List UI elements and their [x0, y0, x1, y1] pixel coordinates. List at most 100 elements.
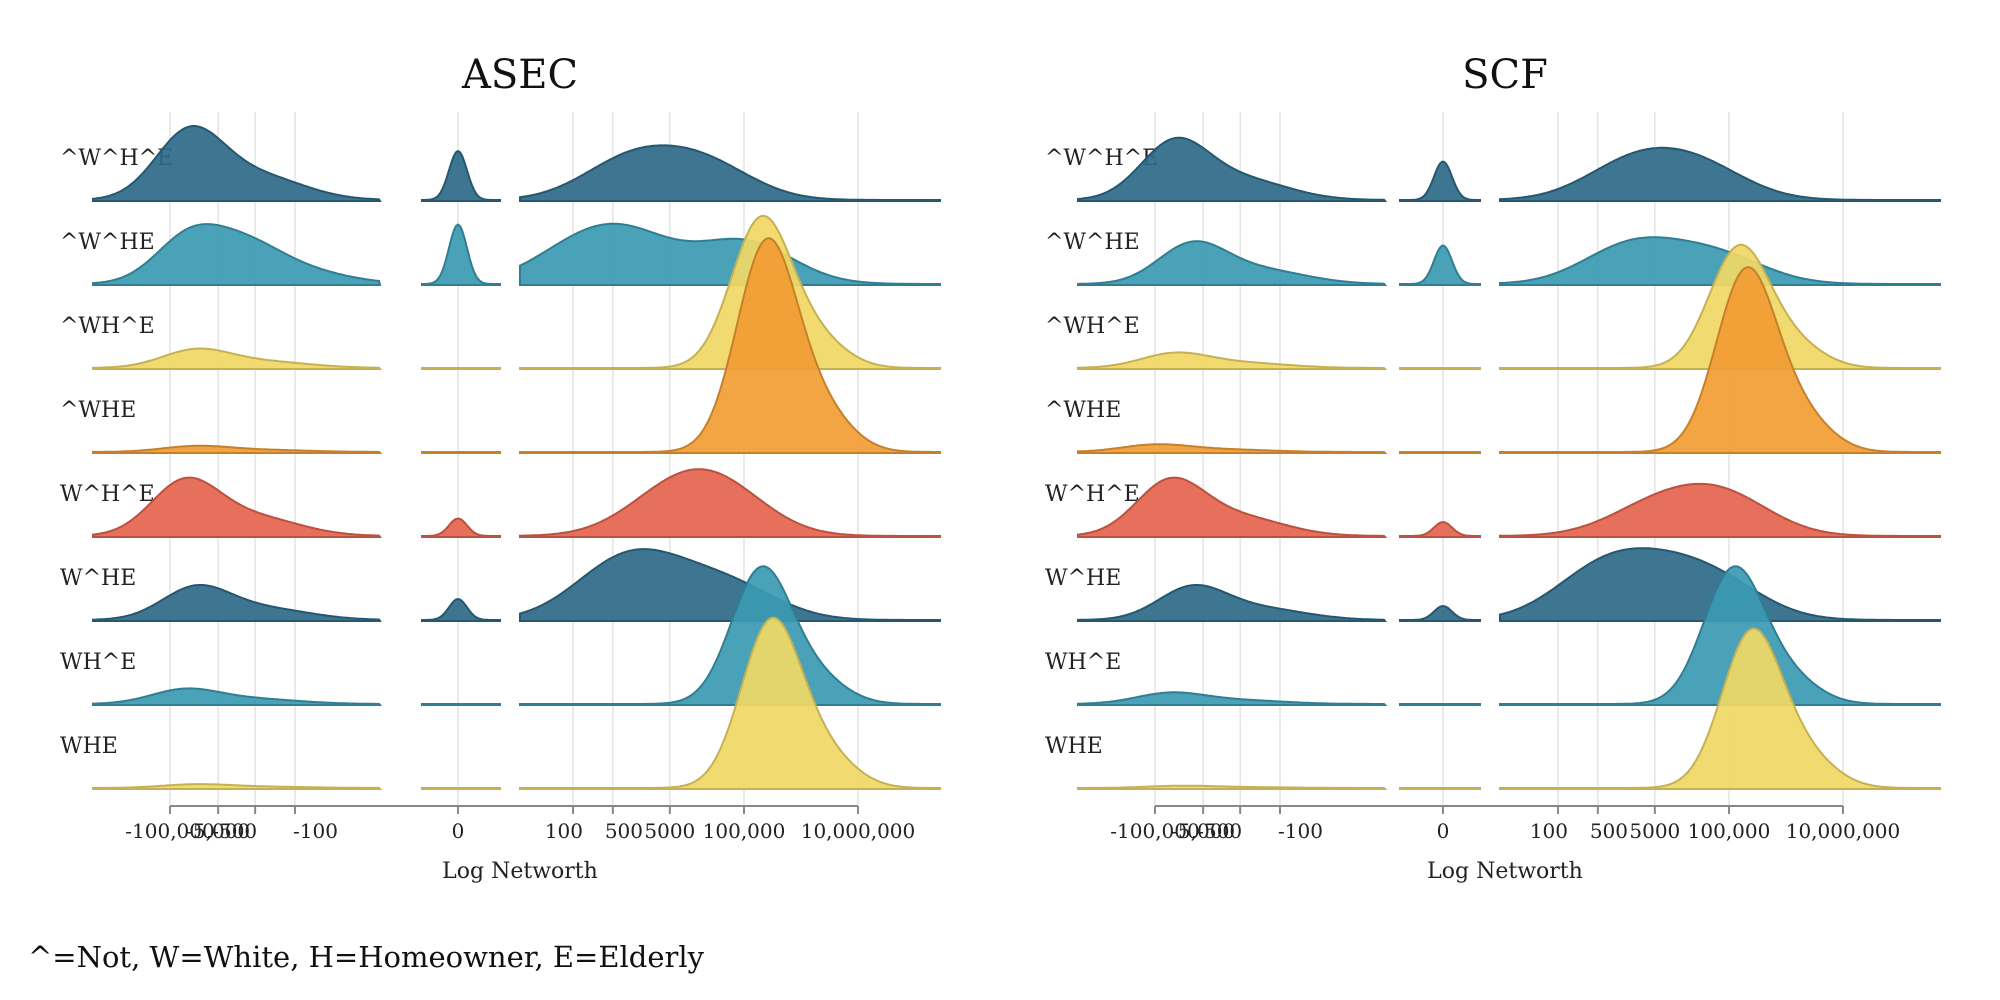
ridge-nwnhe: ^W^HE: [60, 222, 941, 286]
density-zero: [421, 451, 501, 454]
x-tick-label: 10,000,000: [1786, 819, 1901, 843]
density-zero: [1399, 244, 1481, 286]
density-zero: [1399, 521, 1481, 538]
x-tick-label: -500: [212, 819, 257, 843]
density-zero: [1399, 787, 1481, 790]
ridge-wnhe: W^HE: [1045, 547, 1941, 622]
density-positive: [1499, 482, 1941, 538]
density-zero: [1399, 367, 1481, 370]
panel-title: SCF: [1462, 52, 1548, 98]
x-axis: -100,000-5,000-500 -100 0 100 500 5000 100,000…: [1110, 805, 1901, 884]
density-negative: [1077, 584, 1388, 622]
row-label: WH^E: [1045, 650, 1121, 675]
density-negative: [1077, 351, 1388, 370]
density-zero: [1399, 451, 1481, 454]
ridge-nwnhe: ^W^HE: [1045, 230, 1941, 286]
density-negative: [1077, 136, 1388, 202]
row-label: ^WH^E: [60, 314, 155, 339]
x-tick-label: 100: [1530, 819, 1568, 843]
ridge-wnhe: W^HE: [60, 548, 941, 622]
density-negative: [1077, 691, 1388, 706]
row-label: WHE: [1045, 734, 1103, 759]
x-tick-label: 5000: [644, 819, 695, 843]
x-tick-label: 10,000,000: [801, 819, 916, 843]
density-negative: [92, 444, 383, 454]
density-zero: [1399, 160, 1481, 202]
row-label: ^W^HE: [1045, 230, 1140, 255]
ridge-nwhne: ^WH^E: [60, 214, 941, 370]
density-positive: [519, 237, 941, 454]
density-positive: [1499, 266, 1941, 454]
x-tick-label: 100,000: [1688, 819, 1771, 843]
density-zero: [421, 517, 501, 538]
density-positive: [519, 144, 941, 202]
density-negative: [1077, 443, 1388, 454]
density-negative: [1077, 784, 1388, 790]
density-negative: [1077, 240, 1388, 286]
x-tick-label: -5,000: [186, 819, 250, 843]
x-axis-title: Log Networth: [1427, 859, 1583, 884]
x-axis-title: Log Networth: [442, 859, 598, 884]
density-zero: [421, 787, 501, 790]
caption: ^=Not, W=White, H=Homeowner, E=Elderly: [28, 940, 705, 974]
density-zero: [1399, 703, 1481, 706]
x-tick-label: -100: [1278, 819, 1323, 843]
ridge-nwnhne: ^W^H^E: [1045, 136, 1941, 202]
x-tick-label: 0: [452, 819, 465, 843]
ridge-nwhe: ^WHE: [1045, 266, 1941, 454]
density-positive: [519, 565, 941, 706]
density-negative: [1077, 476, 1388, 538]
density-positive: [519, 616, 941, 790]
x-tick-label: -100: [293, 819, 338, 843]
ridge-whne: WH^E: [60, 565, 941, 706]
row-label: ^WHE: [60, 398, 136, 423]
ridge-nwnhne: ^W^H^E: [60, 125, 941, 202]
x-tick-label: 100: [545, 819, 583, 843]
density-positive: [1499, 236, 1941, 286]
density-zero: [421, 149, 501, 202]
x-tick-label: 0: [1437, 819, 1450, 843]
row-label: WHE: [60, 734, 118, 759]
x-axis: -100,000-5,000-500 -100 0 100 500 5000 100,000…: [125, 805, 916, 884]
ridge-nwhe: ^WHE: [60, 237, 941, 454]
row-label: WH^E: [60, 650, 136, 675]
density-zero: [421, 367, 501, 370]
x-tick-label: -500: [1197, 819, 1242, 843]
density-negative: [92, 223, 382, 286]
density-positive: [519, 222, 941, 286]
density-positive: [1499, 146, 1941, 202]
density-zero: [421, 223, 501, 286]
x-tick-label: 100,000: [703, 819, 786, 843]
row-label: ^W^HE: [60, 230, 155, 255]
row-label: ^WH^E: [1045, 314, 1140, 339]
density-positive: [519, 214, 941, 370]
x-tick-label: -5,000: [1171, 819, 1235, 843]
density-negative: [92, 347, 383, 370]
ridge-whne: WH^E: [1045, 565, 1941, 706]
row-label: W^H^E: [60, 482, 155, 507]
density-zero: [421, 703, 501, 706]
density-positive: [1499, 627, 1941, 790]
ridge-wnhne: W^H^E: [1045, 476, 1941, 538]
ridge-whe: WHE: [60, 616, 941, 790]
density-positive: [519, 468, 941, 538]
x-tick-label: 5000: [1629, 819, 1680, 843]
density-negative: [92, 476, 382, 538]
panel-title: ASEC: [461, 52, 578, 98]
ridge-nwhne: ^WH^E: [1045, 243, 1941, 370]
density-zero: [1399, 605, 1481, 622]
row-label: W^HE: [60, 566, 136, 591]
density-negative: [92, 783, 383, 790]
density-negative: [92, 584, 382, 622]
density-negative: [92, 125, 382, 202]
x-tick-label: -100,000: [125, 819, 214, 843]
density-zero: [421, 597, 501, 622]
panel-scf: SCF ^W^H^E ^W^HE ^WH^E ^WHE W^H^E W^HE WH^E WHE -…: [1045, 52, 1941, 884]
density-negative: [92, 687, 383, 706]
x-tick-label: 500: [1590, 819, 1628, 843]
density-positive: [1499, 565, 1941, 706]
x-tick-label: 500: [605, 819, 643, 843]
ridge-wnhne: W^H^E: [60, 468, 941, 538]
density-positive: [1499, 243, 1941, 370]
